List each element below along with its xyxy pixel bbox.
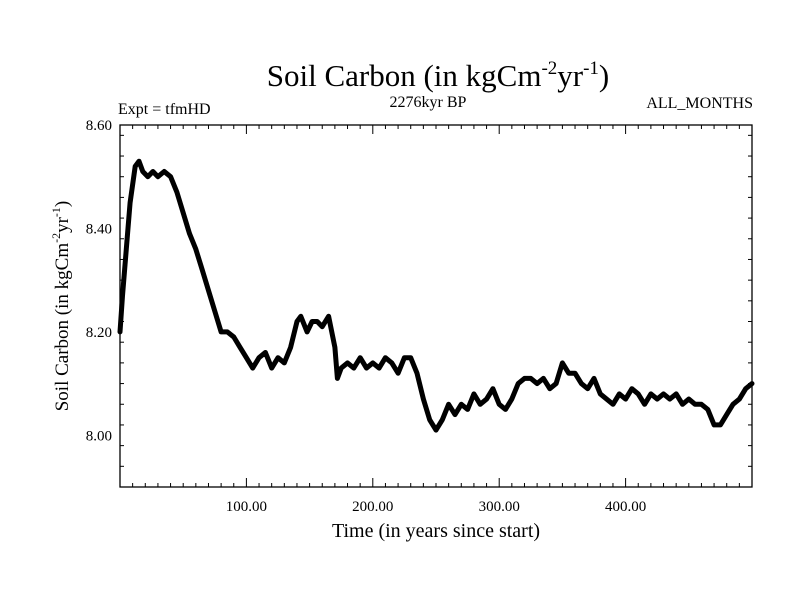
months-caption: ALL_MONTHS bbox=[646, 95, 753, 112]
soil-carbon-series-line bbox=[117, 158, 755, 433]
chart-title: Soil Carbon (in kgCm-2yr-1) bbox=[267, 58, 610, 93]
y-axis-label: Soil Carbon (in kgCm-2yr-1) bbox=[49, 201, 73, 412]
y-tick-label: 8.20 bbox=[86, 325, 112, 341]
y-tick-label: 8.60 bbox=[86, 118, 112, 134]
axis-ticks bbox=[120, 125, 752, 487]
period-caption: 2276kyr BP bbox=[390, 94, 467, 111]
axis-tick-labels: 100.00 200.00 300.00 400.00 8.00 8.20 8.40 8.60 bbox=[86, 118, 646, 515]
x-tick-label: 100.00 bbox=[226, 499, 267, 515]
y-tick-label: 8.40 bbox=[86, 221, 112, 237]
x-tick-label: 400.00 bbox=[605, 499, 646, 515]
x-tick-label: 200.00 bbox=[352, 499, 393, 515]
experiment-caption: Expt = tfmHD bbox=[118, 101, 211, 118]
x-tick-label: 300.00 bbox=[479, 499, 520, 515]
y-tick-label: 8.00 bbox=[86, 428, 112, 444]
x-axis-label: Time (in years since start) bbox=[332, 520, 540, 542]
